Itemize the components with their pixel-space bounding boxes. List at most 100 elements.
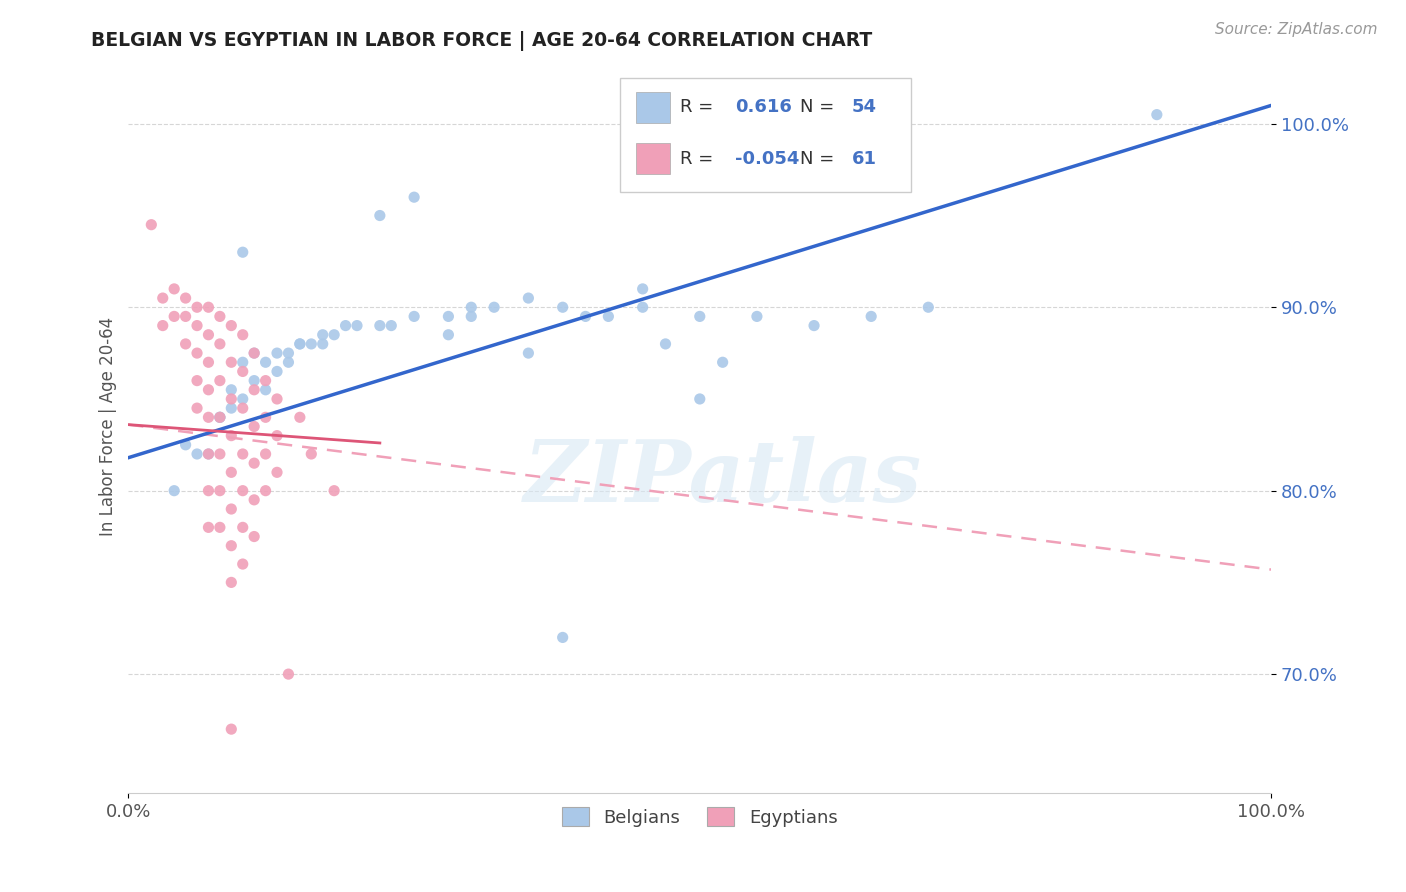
- Point: [232, 355, 254, 369]
- Point: [232, 392, 254, 406]
- Point: [437, 327, 460, 342]
- Point: [711, 355, 734, 369]
- Point: [631, 300, 654, 314]
- Point: [288, 337, 311, 351]
- Point: [254, 447, 277, 461]
- Point: [299, 337, 322, 351]
- Point: [243, 419, 266, 434]
- Point: [437, 310, 460, 324]
- Text: Source: ZipAtlas.com: Source: ZipAtlas.com: [1215, 22, 1378, 37]
- Point: [631, 282, 654, 296]
- Point: [323, 327, 346, 342]
- Point: [221, 722, 243, 736]
- Point: [232, 401, 254, 416]
- Point: [174, 337, 197, 351]
- Text: R =: R =: [681, 98, 720, 116]
- Point: [186, 401, 208, 416]
- Point: [803, 318, 825, 333]
- Point: [574, 310, 596, 324]
- Point: [460, 300, 482, 314]
- Point: [243, 346, 266, 360]
- Point: [288, 337, 311, 351]
- Text: BELGIAN VS EGYPTIAN IN LABOR FORCE | AGE 20-64 CORRELATION CHART: BELGIAN VS EGYPTIAN IN LABOR FORCE | AGE…: [91, 31, 873, 51]
- Point: [243, 374, 266, 388]
- Point: [221, 383, 243, 397]
- Point: [266, 428, 288, 442]
- Point: [197, 300, 219, 314]
- Point: [221, 428, 243, 442]
- Point: [174, 310, 197, 324]
- Text: R =: R =: [681, 150, 720, 168]
- Point: [221, 466, 243, 480]
- Point: [141, 218, 163, 232]
- Point: [232, 483, 254, 498]
- Point: [186, 300, 208, 314]
- Text: -0.054: -0.054: [735, 150, 800, 168]
- Point: [232, 520, 254, 534]
- Point: [551, 300, 574, 314]
- Point: [197, 327, 219, 342]
- Point: [208, 520, 231, 534]
- Point: [232, 327, 254, 342]
- Point: [404, 310, 426, 324]
- Point: [312, 337, 335, 351]
- Point: [221, 318, 243, 333]
- Point: [517, 291, 540, 305]
- Point: [243, 383, 266, 397]
- Point: [266, 346, 288, 360]
- Point: [404, 190, 426, 204]
- Point: [368, 209, 391, 223]
- FancyBboxPatch shape: [620, 78, 911, 192]
- Point: [208, 337, 231, 351]
- Point: [689, 392, 711, 406]
- Text: N =: N =: [800, 150, 841, 168]
- Point: [380, 318, 402, 333]
- Point: [221, 392, 243, 406]
- Point: [208, 483, 231, 498]
- Point: [277, 346, 299, 360]
- Point: [266, 466, 288, 480]
- Point: [208, 410, 231, 425]
- Point: [917, 300, 939, 314]
- Point: [174, 438, 197, 452]
- Point: [186, 447, 208, 461]
- Point: [288, 410, 311, 425]
- Point: [232, 447, 254, 461]
- Point: [517, 346, 540, 360]
- Point: [243, 492, 266, 507]
- Point: [163, 483, 186, 498]
- Point: [243, 346, 266, 360]
- Point: [221, 355, 243, 369]
- FancyBboxPatch shape: [636, 92, 671, 123]
- Point: [254, 483, 277, 498]
- Point: [221, 401, 243, 416]
- Point: [221, 539, 243, 553]
- Point: [335, 318, 357, 333]
- Point: [277, 667, 299, 681]
- Point: [197, 410, 219, 425]
- Point: [460, 310, 482, 324]
- Point: [254, 383, 277, 397]
- Point: [208, 410, 231, 425]
- Point: [186, 318, 208, 333]
- Text: ZIPatlas: ZIPatlas: [523, 436, 922, 519]
- Point: [221, 502, 243, 516]
- Point: [197, 383, 219, 397]
- Point: [163, 310, 186, 324]
- Point: [174, 291, 197, 305]
- Point: [232, 557, 254, 571]
- Point: [208, 447, 231, 461]
- Point: [163, 282, 186, 296]
- Point: [654, 337, 676, 351]
- Point: [368, 318, 391, 333]
- Legend: Belgians, Egyptians: Belgians, Egyptians: [553, 798, 846, 836]
- Point: [482, 300, 505, 314]
- Point: [346, 318, 368, 333]
- Point: [598, 310, 620, 324]
- Point: [232, 245, 254, 260]
- Point: [232, 364, 254, 378]
- Point: [323, 483, 346, 498]
- Point: [243, 529, 266, 543]
- Y-axis label: In Labor Force | Age 20-64: In Labor Force | Age 20-64: [100, 317, 117, 536]
- Text: 0.616: 0.616: [735, 98, 792, 116]
